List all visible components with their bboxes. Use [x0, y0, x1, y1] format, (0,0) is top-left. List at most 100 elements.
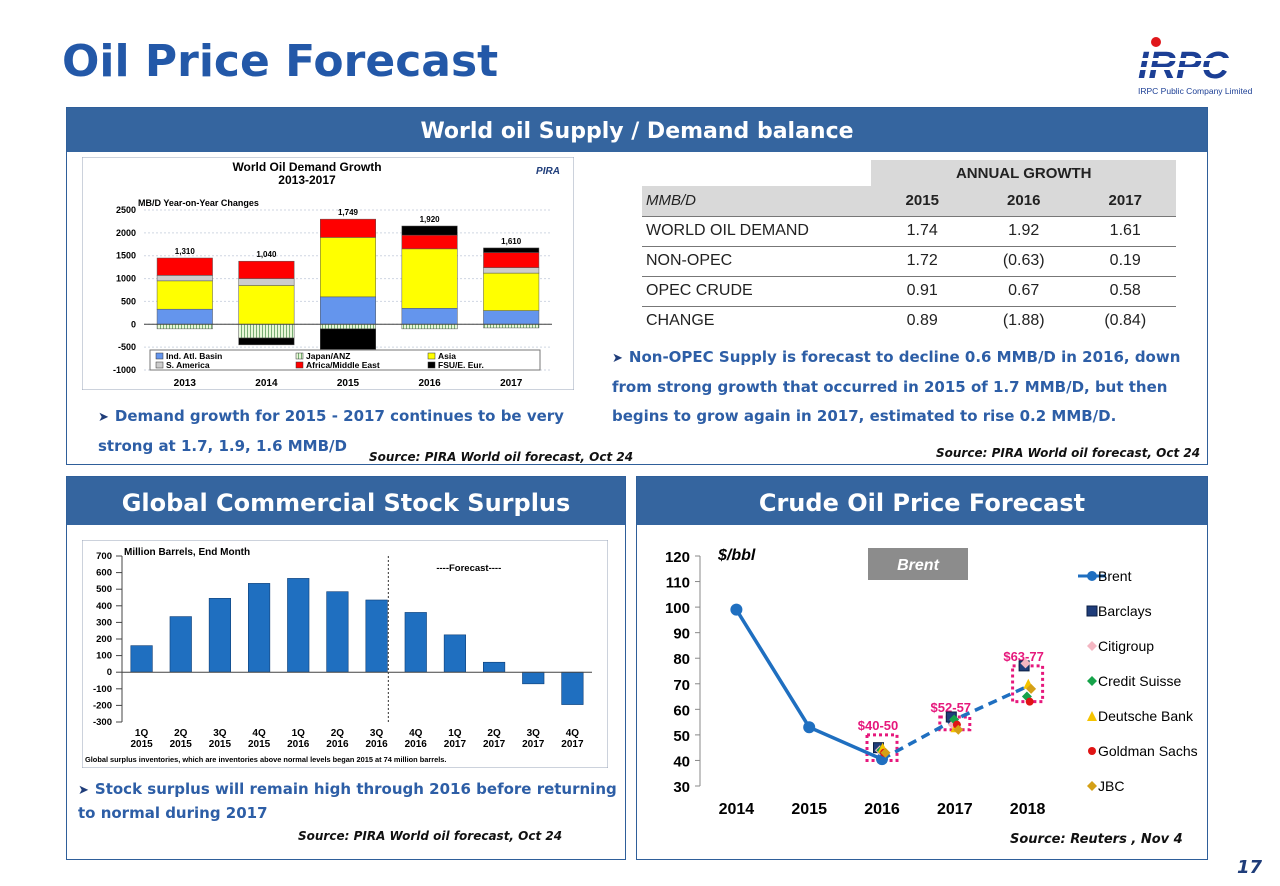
x-tick-label: 2014: [255, 378, 278, 389]
x-tick-label-year: 2016: [365, 739, 388, 750]
y-tick-label: 50: [673, 728, 690, 745]
x-tick-label-year: 2015: [170, 739, 193, 750]
x-tick-label: 3Q: [527, 728, 541, 739]
y-tick-label: -100: [93, 684, 112, 695]
pira-logo: PIRA: [536, 166, 560, 177]
x-tick-label: 2013: [174, 378, 197, 389]
legend-marker: [1086, 605, 1098, 617]
y-tick-label: 700: [96, 551, 112, 562]
table-cell: 1.72: [871, 246, 973, 277]
bar-segment: [483, 247, 540, 253]
bar-segment: [320, 324, 376, 330]
y-tick-label: 120: [665, 549, 690, 566]
legend-label: FSU/E. Eur.: [438, 360, 484, 370]
y-axis-unit: $/bbl: [717, 547, 756, 564]
x-tick-label-year: 2016: [287, 739, 310, 750]
y-tick-label: -300: [93, 717, 112, 728]
forecast-marker: [1025, 697, 1034, 706]
x-tick-label-year: 2015: [209, 739, 232, 750]
bar-segment: [238, 278, 295, 286]
arrow-bullet-icon: ➤: [612, 351, 623, 366]
bar: [404, 612, 427, 673]
legend-label: Barclays: [1098, 603, 1152, 619]
y-tick-label: 2000: [116, 228, 136, 238]
bar-segment: [401, 324, 458, 330]
annual-growth-table: ANNUAL GROWTH MMB/D 2015 2016 2017 WORLD…: [642, 160, 1176, 336]
stock-bullet: ➤ Stock surplus will remain high through …: [78, 778, 618, 824]
chart-footnote: Global surplus inventories, which are in…: [85, 755, 446, 764]
legend-swatch: [295, 352, 304, 360]
legend-swatch: [427, 361, 436, 369]
x-tick-label: 2018: [1010, 801, 1046, 818]
demand-bullet-text: Demand growth for 2015 - 2017 continues …: [98, 407, 564, 455]
bar-segment: [401, 248, 458, 309]
y-tick-label: 110: [666, 575, 690, 592]
table-cell: 1.92: [972, 216, 1075, 247]
bar: [130, 645, 153, 673]
table-cell: 0.67: [972, 276, 1075, 307]
legend-swatch: [295, 361, 304, 369]
bar-total-label: 1,920: [420, 215, 441, 224]
bar-segment: [238, 337, 295, 346]
legend-marker: [1087, 711, 1097, 721]
legend-box: [149, 349, 541, 371]
stock-surplus-header: Global Commercial Stock Surplus: [67, 477, 625, 525]
forecast-marker: [880, 747, 891, 758]
legend-swatch: [155, 361, 164, 369]
annual-growth-header: ANNUAL GROWTH: [871, 160, 1176, 186]
bar: [208, 598, 231, 673]
x-tick-label: 1Q: [448, 728, 462, 739]
table-cell: 1.61: [1074, 216, 1176, 247]
y-tick-label: 500: [96, 584, 112, 595]
table-row: WORLD OIL DEMAND 1.74 1.92 1.61: [642, 216, 1176, 247]
forecast-range-label: $40-50: [858, 718, 898, 733]
y-tick-label: -500: [118, 342, 136, 352]
legend-label: Japan/ANZ: [306, 351, 350, 361]
arrow-bullet-icon: ➤: [98, 410, 109, 425]
row-label: WORLD OIL DEMAND: [642, 216, 872, 247]
y-tick-label: 300: [96, 617, 112, 628]
table-source: Source: PIRA World oil forecast, Oct 24: [936, 446, 1201, 460]
chart-subtitle: 2013-2017: [278, 173, 336, 187]
bar: [443, 634, 466, 673]
y-tick-label: -1000: [113, 365, 136, 375]
y-tick-label: 30: [673, 779, 690, 796]
supply-demand-header: World oil Supply / Demand balance: [67, 108, 1207, 152]
unit-label: MMB/D: [642, 186, 872, 217]
legend-marker: [1087, 641, 1097, 651]
x-tick-label: 2017: [500, 378, 523, 389]
bar: [248, 583, 271, 673]
row-label: OPEC CRUDE: [642, 276, 872, 307]
legend-label: Africa/Middle East: [306, 360, 380, 370]
y-axis-label: MB/D Year-on-Year Changes: [138, 198, 259, 208]
year-header: 2015: [871, 186, 973, 217]
bar-total-label: 1,310: [175, 247, 196, 256]
x-tick-label: 2017: [937, 801, 973, 818]
legend-label: Brent: [1098, 568, 1132, 584]
brent-point: [730, 603, 743, 616]
y-axis-label: Million Barrels, End Month: [124, 547, 250, 558]
bar-total-label: 1,040: [256, 250, 277, 259]
x-tick-label: 4Q: [566, 728, 580, 739]
legend-marker: [1088, 747, 1096, 755]
x-tick-label: 4Q: [252, 728, 266, 739]
y-tick-label: 0: [107, 667, 112, 678]
forecast-marker: [1021, 691, 1032, 702]
x-tick-label-year: 2016: [326, 739, 349, 750]
price-source: Source: Reuters , Nov 4: [1010, 832, 1183, 847]
forecast-label: ----Forecast----: [436, 563, 501, 574]
bar-segment: [320, 218, 376, 238]
x-tick-label-year: 2016: [405, 739, 428, 750]
table-row: OPEC CRUDE 0.91 0.67 0.58: [642, 276, 1176, 307]
table-cell: 0.58: [1074, 276, 1176, 307]
table-row: CHANGE 0.89 (1.88) (0.84): [642, 306, 1176, 336]
x-tick-label: 2015: [791, 801, 827, 818]
legend-label: Asia: [438, 351, 456, 361]
price-forecast-header: Crude Oil Price Forecast: [637, 477, 1207, 525]
y-tick-label: 0: [131, 319, 136, 329]
nonopec-bullet-text: Non-OPEC Supply is forecast to decline 0…: [612, 348, 1181, 425]
bar-segment: [238, 260, 295, 279]
y-tick-label: 1500: [116, 251, 136, 261]
bar: [483, 661, 506, 673]
